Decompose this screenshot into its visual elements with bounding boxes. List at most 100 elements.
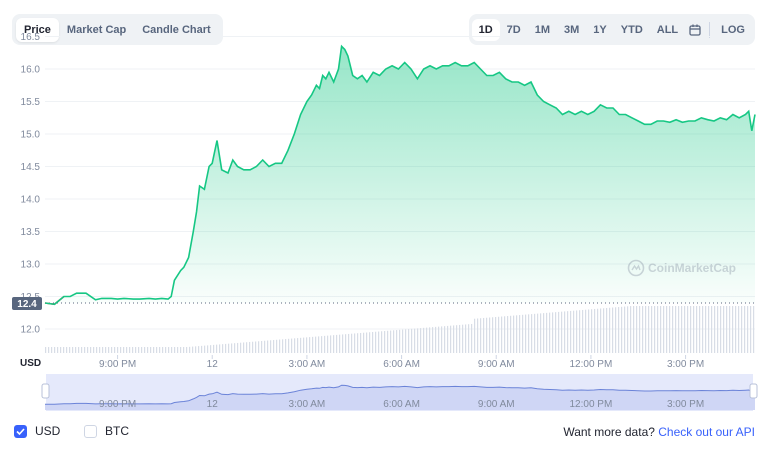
- volume-bar: [258, 341, 260, 353]
- log-scale-toggle[interactable]: LOG: [721, 23, 745, 36]
- volume-bar: [402, 329, 404, 353]
- volume-bar: [225, 343, 227, 353]
- volume-bar: [564, 311, 566, 353]
- volume-bar: [618, 307, 620, 353]
- range-3m[interactable]: 3M: [564, 23, 580, 36]
- volume-bar: [681, 306, 683, 353]
- volume-bar: [99, 347, 101, 353]
- volume-bar: [390, 330, 392, 353]
- volume-bar: [627, 306, 629, 353]
- price-area: [45, 46, 755, 305]
- volume-bar: [378, 331, 380, 353]
- volume-bar: [186, 347, 188, 353]
- volume-bar: [480, 318, 482, 353]
- volume-bar: [528, 314, 530, 353]
- bottom-bar: USD BTC Want more data? Check out our AP…: [12, 420, 755, 442]
- volume-bar: [672, 306, 674, 353]
- btc-label: BTC: [105, 424, 129, 438]
- x-axis: 9:00 PM 12 3:00 AM 6:00 AM 9:00 AM 12:00 PM 3:…: [99, 355, 704, 370]
- volume-bar: [597, 308, 599, 353]
- volume-bar: [732, 306, 734, 353]
- volume-bar: [117, 347, 119, 353]
- volume-bar: [189, 346, 191, 353]
- volume-bar: [51, 347, 53, 353]
- calendar-icon[interactable]: [685, 20, 705, 40]
- volume-bar: [543, 313, 545, 353]
- navigator-right-handle[interactable]: [749, 383, 758, 399]
- volume-bar: [273, 340, 275, 353]
- volume-bar: [342, 334, 344, 353]
- volume-bar: [102, 347, 104, 353]
- volume-bar: [462, 324, 464, 353]
- navigator-left-handle[interactable]: [41, 383, 50, 399]
- volume-bar: [264, 340, 266, 353]
- volume-bar: [708, 306, 710, 353]
- volume-bar: [141, 347, 143, 353]
- x-tick-label: 9:00 PM: [99, 359, 136, 370]
- volume-bar: [72, 347, 74, 353]
- chart-type-tabs: Price Market Cap Candle Chart: [12, 14, 223, 45]
- range-1y[interactable]: 1Y: [593, 23, 607, 36]
- volume-bar: [351, 333, 353, 353]
- usd-checkbox[interactable]: USD: [14, 424, 60, 438]
- range-all[interactable]: ALL: [656, 23, 679, 36]
- volume-bar: [234, 343, 236, 353]
- navigator-tick-label: 3:00 PM: [667, 399, 704, 410]
- usd-check-icon[interactable]: [14, 424, 27, 438]
- volume-bar: [408, 329, 410, 353]
- range-7d[interactable]: 7D: [506, 23, 521, 36]
- api-link[interactable]: Check out our API: [658, 425, 755, 439]
- volume-bar: [387, 330, 389, 353]
- volume-bar: [279, 339, 281, 353]
- range-navigator[interactable]: 9:00 PM 12 3:00 AM 6:00 AM 9:00 AM 12:00 PM 3:…: [41, 374, 758, 411]
- range-1d[interactable]: 1D: [471, 18, 500, 41]
- volume-bar: [651, 306, 653, 353]
- volume-bar: [693, 306, 695, 353]
- range-ytd[interactable]: YTD: [620, 23, 643, 36]
- y-tick-label: 16.5: [21, 32, 41, 43]
- tab-candle-chart[interactable]: Candle Chart: [142, 23, 211, 36]
- volume-bar: [105, 347, 107, 353]
- volume-bar: [63, 347, 65, 353]
- volume-bar: [615, 307, 617, 353]
- volume-bar: [348, 333, 350, 353]
- tab-price[interactable]: Price: [16, 17, 59, 42]
- volume-bar: [327, 335, 329, 353]
- volume-bar: [540, 313, 542, 353]
- range-tabs: 1D 7D 1M 3M 1Y YTD ALL LOG: [468, 14, 755, 45]
- volume-bar: [459, 324, 461, 353]
- volume-bar: [123, 347, 125, 353]
- volume-bar: [366, 332, 368, 353]
- volume-bar: [474, 318, 476, 353]
- volume-bar: [330, 335, 332, 353]
- volume-bar: [594, 308, 596, 353]
- volume-bar: [654, 306, 656, 353]
- volume-bar: [648, 306, 650, 353]
- volume-bar: [321, 336, 323, 353]
- coinmarketcap-logo-icon: [627, 259, 645, 277]
- y-tick-label: 15.5: [21, 97, 41, 108]
- volume-bar: [714, 306, 716, 353]
- volume-bar: [252, 341, 254, 353]
- btc-checkbox[interactable]: BTC: [84, 424, 129, 438]
- volume-bar: [282, 339, 284, 353]
- volume-bar: [174, 347, 176, 353]
- volume-bar: [753, 306, 755, 353]
- volume-bar: [318, 336, 320, 353]
- range-1m[interactable]: 1M: [534, 23, 551, 36]
- volume-bar: [747, 306, 749, 353]
- tab-market-cap[interactable]: Market Cap: [66, 23, 127, 36]
- volume-bar: [669, 306, 671, 353]
- volume-bar: [471, 323, 473, 353]
- volume-bar: [357, 333, 359, 353]
- volume-bar: [513, 315, 515, 353]
- volume-bar: [678, 306, 680, 353]
- volume-bar: [291, 338, 293, 353]
- volume-bar: [420, 328, 422, 353]
- volume-bar: [690, 306, 692, 353]
- volume-bar: [549, 312, 551, 353]
- volume-bar: [684, 306, 686, 353]
- volume-bar: [429, 327, 431, 353]
- volume-bar: [255, 341, 257, 353]
- btc-check-icon[interactable]: [84, 424, 97, 438]
